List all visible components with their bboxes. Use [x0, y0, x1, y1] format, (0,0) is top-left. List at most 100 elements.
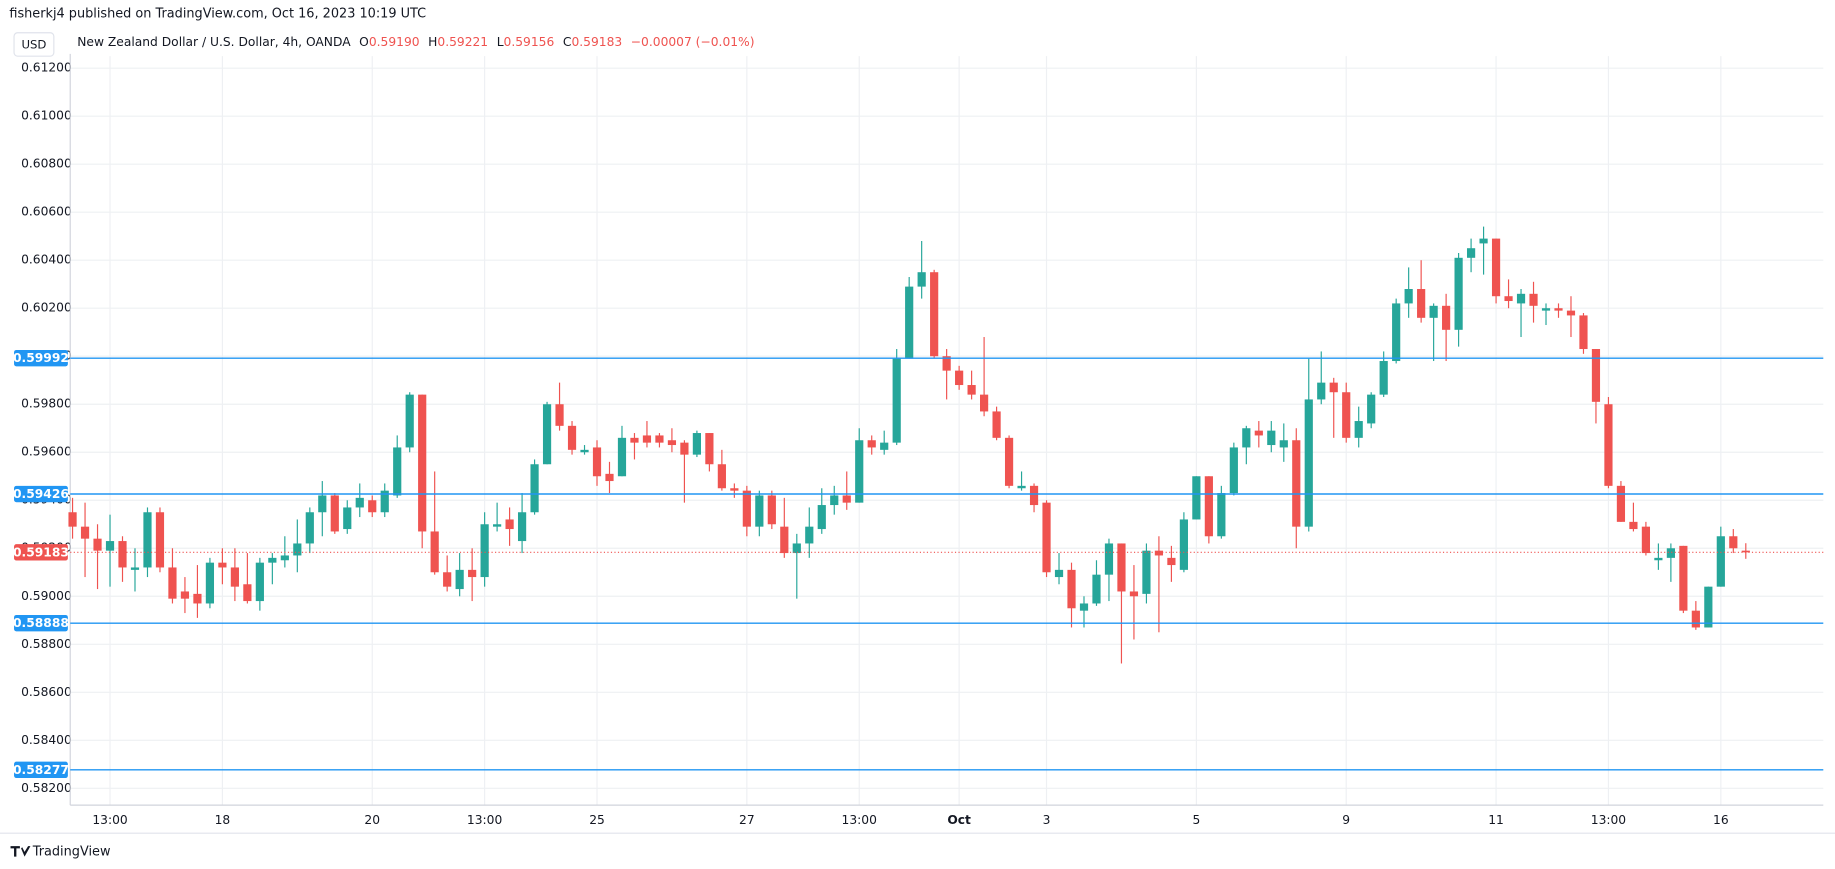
x-tick-label: 13:00	[92, 813, 127, 827]
candle-body	[617, 437, 627, 477]
candle-body	[905, 286, 914, 359]
ohlc-key: C	[563, 35, 572, 49]
candle-body	[1004, 437, 1014, 486]
candle-body	[68, 512, 77, 527]
candle-body	[1129, 591, 1139, 597]
footer-logo: TradingView	[10, 844, 110, 859]
y-tick-label: 0.58200	[21, 781, 72, 795]
candle-body	[692, 433, 701, 455]
candle-body	[418, 394, 427, 532]
x-tick-label: 5	[1192, 813, 1200, 827]
candle-body	[1666, 548, 1675, 558]
candle-body	[1354, 421, 1363, 438]
candle-body	[830, 495, 839, 506]
candle-body	[1554, 308, 1563, 311]
candle-body	[493, 524, 502, 527]
candle-body	[642, 435, 652, 443]
candle-body	[542, 404, 552, 465]
candle-body	[1242, 428, 1251, 448]
y-tick-label: 0.59800	[21, 397, 72, 411]
candle-body	[1254, 430, 1263, 436]
candle-body	[1404, 289, 1413, 304]
candle-body	[143, 512, 152, 568]
level-label: 0.59426	[13, 487, 69, 501]
candle-body	[855, 440, 864, 503]
y-tick-label: 0.61200	[21, 61, 72, 75]
y-tick-label: 0.58400	[21, 733, 72, 747]
candle-body	[1217, 493, 1226, 537]
candle-body	[1167, 557, 1176, 566]
candle-body	[193, 593, 202, 604]
candle-body	[480, 524, 489, 578]
candle-body	[1367, 394, 1376, 424]
candle-body	[530, 464, 539, 513]
candle-body	[705, 433, 714, 465]
level-label-box	[14, 761, 68, 779]
candle-body	[655, 435, 664, 443]
candle-body	[730, 488, 739, 491]
candle-body	[980, 394, 989, 412]
candle-body	[1716, 536, 1725, 587]
candle-body	[1504, 296, 1513, 302]
candle-body	[1104, 543, 1114, 575]
last-price-box	[14, 544, 68, 561]
candle-body	[1579, 315, 1588, 350]
change-value: −0.00007 (−0.01%)	[631, 35, 755, 49]
ohlc-key: H	[428, 35, 437, 49]
level-label-box	[14, 614, 68, 632]
x-tick-label: 20	[364, 813, 380, 827]
last-price-label: 0.59183	[13, 545, 69, 559]
logo-icon	[10, 846, 31, 857]
candle-body	[1204, 476, 1213, 537]
candle-body	[755, 495, 764, 527]
level-label: 0.59992	[13, 351, 69, 365]
candle-body	[118, 541, 127, 568]
candle-body	[255, 562, 264, 602]
ohlc-value: 0.59221	[437, 35, 488, 49]
candle-body	[955, 370, 964, 386]
candle-body	[780, 526, 789, 554]
candle-body	[1442, 305, 1451, 330]
candle-body	[1641, 526, 1651, 554]
y-tick-label: 0.60200	[21, 301, 72, 315]
candle-body	[393, 447, 402, 496]
candle-body	[567, 425, 577, 450]
candle-body	[1067, 569, 1076, 609]
candle-body	[1229, 447, 1238, 494]
candle-body	[368, 500, 377, 513]
candle-body	[230, 567, 239, 587]
candle-body	[942, 356, 951, 371]
ohlc-key: O	[359, 35, 369, 49]
candle-body	[917, 272, 926, 287]
candle-body	[792, 543, 801, 554]
currency-box[interactable]	[13, 32, 55, 57]
candle-body	[430, 531, 439, 573]
candle-body	[1591, 349, 1601, 402]
candle-body	[1017, 485, 1026, 489]
candle-body	[1516, 293, 1526, 304]
candle-body	[1329, 382, 1338, 393]
candle-body	[130, 567, 140, 570]
candle-body	[1317, 382, 1326, 400]
ohlc-value: 0.59156	[504, 35, 555, 49]
candle-body	[1029, 485, 1039, 506]
candle-body	[1417, 289, 1426, 318]
x-tick-label: Oct	[947, 813, 971, 827]
y-tick-label: 0.60600	[21, 205, 72, 219]
candle-body	[592, 447, 602, 477]
candle-body	[1566, 310, 1576, 316]
candle-body	[293, 543, 302, 556]
candle-body	[1292, 440, 1301, 527]
candle-body	[1541, 308, 1551, 311]
candle-body	[930, 272, 939, 357]
currency-label: USD	[21, 38, 46, 52]
candle-body	[318, 495, 327, 513]
candle-body	[1616, 485, 1626, 522]
candle-body	[517, 512, 527, 542]
y-tick-label: 0.61000	[21, 109, 72, 123]
candle-body	[155, 512, 165, 568]
candle-body	[1154, 550, 1164, 556]
candle-body	[355, 497, 364, 508]
x-tick-label: 16	[1713, 813, 1729, 827]
candle-body	[330, 495, 339, 532]
